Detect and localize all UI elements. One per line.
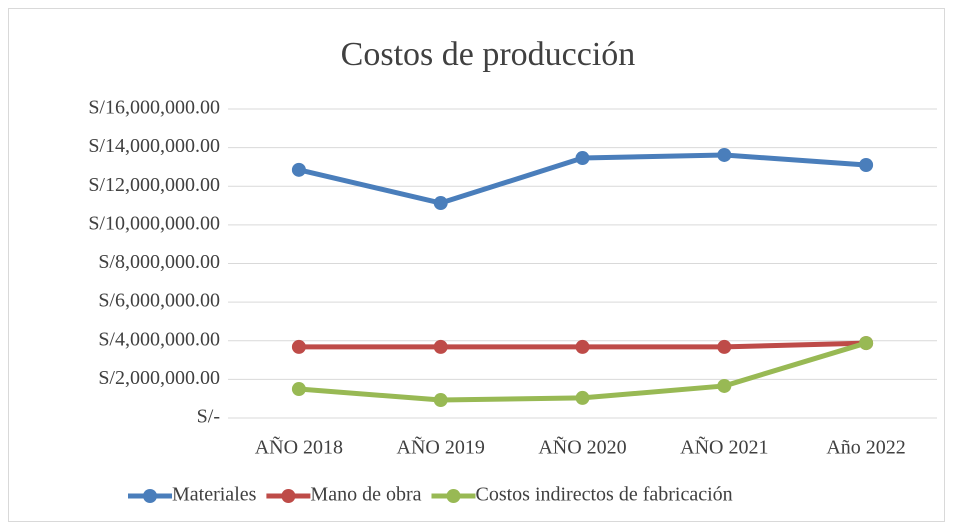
chart-title: Costos de producción [341, 36, 636, 73]
series-marker [717, 339, 732, 354]
series-marker [291, 382, 306, 397]
series-marker [575, 151, 590, 166]
series-marker [291, 339, 306, 354]
series-marker [433, 339, 448, 354]
y-tick-label: S/- [197, 406, 220, 428]
y-tick-label: S/2,000,000.00 [98, 367, 220, 389]
y-tick-label: S/14,000,000.00 [88, 135, 220, 157]
y-tick-label: S/12,000,000.00 [88, 174, 220, 196]
y-tick-label: S/6,000,000.00 [98, 290, 220, 312]
series-marker [575, 390, 590, 405]
y-tick-label: S/10,000,000.00 [88, 212, 220, 234]
series-marker [433, 196, 448, 211]
y-tick-label: S/16,000,000.00 [88, 97, 220, 119]
legend-marker [446, 489, 461, 503]
x-tick-label: Año 2022 [826, 437, 905, 459]
chart-frame [8, 8, 945, 522]
legend-marker [143, 489, 157, 503]
y-tick-label: S/4,000,000.00 [98, 328, 220, 350]
series-marker [859, 336, 874, 351]
series-marker [717, 147, 732, 162]
legend-label: Mano de obra [310, 484, 421, 506]
legend-label: Costos indirectos de fabricación [475, 484, 732, 506]
series-marker [717, 378, 732, 393]
x-tick-label: AÑO 2018 [255, 435, 343, 459]
legend-marker [281, 489, 296, 503]
series-marker [859, 158, 874, 173]
series-marker [291, 162, 306, 177]
series-marker [433, 393, 448, 408]
x-tick-label: AÑO 2021 [680, 435, 768, 459]
x-tick-label: AÑO 2019 [397, 435, 485, 459]
x-tick-label: AÑO 2020 [538, 435, 626, 459]
legend-label: Materiales [172, 484, 257, 506]
y-tick-label: S/8,000,000.00 [98, 251, 220, 273]
series-marker [575, 339, 590, 354]
